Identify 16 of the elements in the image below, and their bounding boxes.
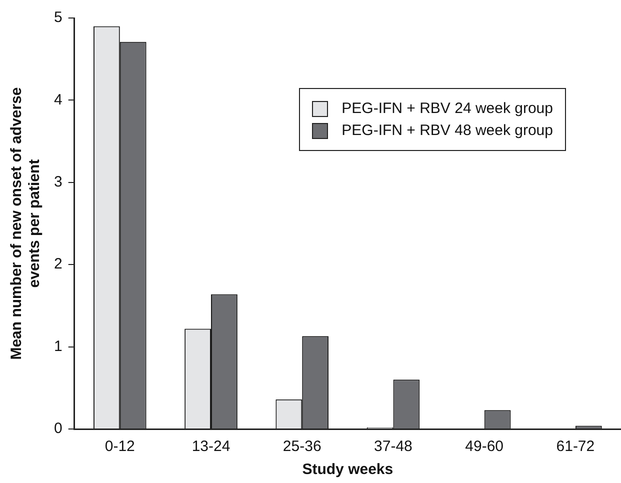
legend-label: PEG-IFN + RBV 48 week group (342, 122, 553, 139)
y-tick-label: 3 (54, 174, 62, 191)
x-axis-title: Study weeks (302, 461, 394, 478)
x-tick-label: 0-12 (104, 438, 135, 456)
legend-label: PEG-IFN + RBV 24 week group (342, 100, 553, 117)
y-tick-label: 2 (54, 256, 62, 273)
y-axis-title: Mean number of new onset of adverse events per patient (8, 87, 44, 360)
y-tick-label: 4 (54, 91, 62, 108)
y-tick-label: 0 (54, 420, 62, 438)
y-tick-label: 1 (54, 338, 62, 355)
x-tick-label: 25-36 (282, 438, 322, 456)
x-tick-label: 49-60 (465, 438, 504, 456)
x-tick-label: 37-48 (374, 438, 412, 456)
y-tick-label: 5 (54, 9, 62, 26)
x-tick-label: 61-72 (556, 438, 595, 456)
x-tick-label: 13-24 (192, 438, 230, 456)
